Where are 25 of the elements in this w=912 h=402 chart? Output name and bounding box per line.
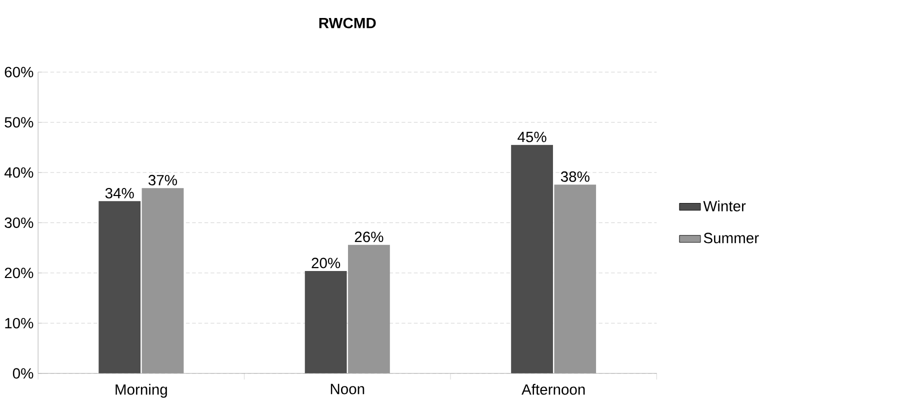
y-tick-label: 30% [4, 218, 34, 228]
data-label: 26% [354, 232, 384, 242]
y-tick-label: 0% [12, 368, 34, 379]
y-tick-label: 10% [5, 318, 34, 328]
chart-title: RWCMD [319, 18, 376, 28]
bar [304, 271, 347, 374]
y-tick-label: 60% [4, 66, 34, 78]
y-tick-label: 20% [4, 268, 34, 278]
bar [511, 145, 553, 374]
bar [142, 188, 184, 374]
data-label: 34% [105, 188, 134, 199]
legend-label: Summer [704, 232, 759, 244]
bar [348, 244, 390, 374]
bar [554, 184, 596, 374]
data-label: 20% [312, 258, 340, 268]
y-tick-label: 50% [4, 117, 34, 128]
y-tick-label: 40% [4, 167, 34, 178]
data-label: 45% [518, 132, 546, 142]
x-tick-label: Noon [330, 384, 364, 394]
x-tick-label: Morning [116, 384, 167, 398]
x-tick-label: Afternoon [522, 384, 585, 395]
data-label: 37% [148, 175, 178, 186]
data-label: 38% [560, 171, 590, 182]
legend-label: Winter [703, 200, 746, 212]
bar [98, 201, 141, 374]
